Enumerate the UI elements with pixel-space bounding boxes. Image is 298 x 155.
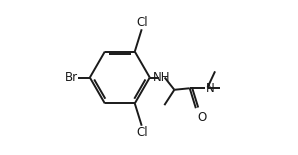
Text: N: N <box>206 82 215 95</box>
Text: NH: NH <box>153 71 170 84</box>
Text: Cl: Cl <box>137 126 148 140</box>
Text: Cl: Cl <box>137 16 148 29</box>
Text: Br: Br <box>64 71 77 84</box>
Text: O: O <box>197 111 207 124</box>
